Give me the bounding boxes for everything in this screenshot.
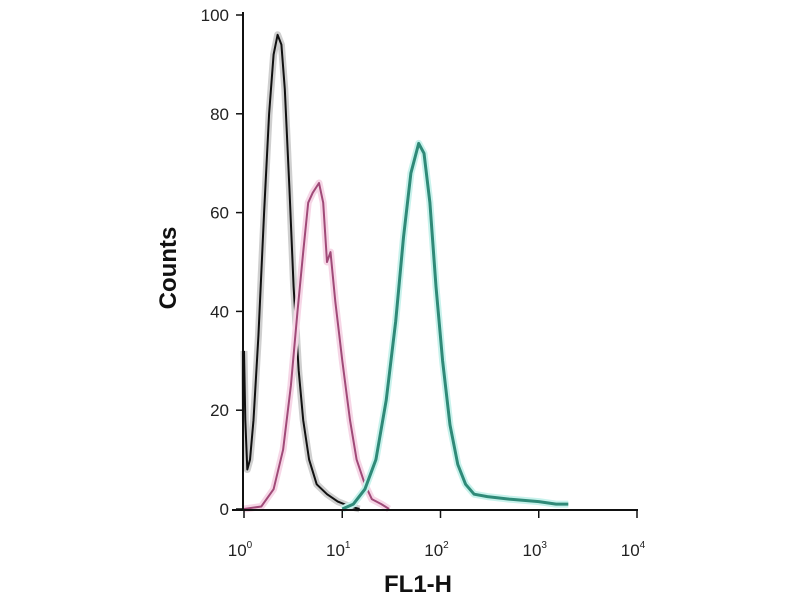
y-tick-label: 20 bbox=[210, 401, 229, 420]
x-tick-label: 101 bbox=[326, 540, 351, 560]
x-tick-exponent: 3 bbox=[541, 540, 547, 551]
x-tick-label: 100 bbox=[228, 540, 253, 560]
x-tick-exponent: 1 bbox=[345, 540, 351, 551]
y-tick-label: 100 bbox=[201, 6, 229, 25]
y-tick-label: 40 bbox=[210, 302, 229, 321]
series-1-line bbox=[243, 182, 390, 510]
x-tick-exponent: 4 bbox=[640, 540, 646, 551]
x-axis-label: FL1-H bbox=[384, 571, 452, 598]
x-tick-base: 10 bbox=[424, 541, 443, 560]
y-tick-label: 0 bbox=[220, 500, 229, 519]
y-axis-label: Counts bbox=[155, 227, 182, 310]
x-tick-base: 10 bbox=[326, 541, 345, 560]
series-layer bbox=[240, 31, 569, 513]
y-tick-label: 80 bbox=[210, 105, 229, 124]
series-0-line bbox=[243, 33, 360, 510]
x-tick-base: 10 bbox=[228, 541, 247, 560]
x-tick-label: 103 bbox=[523, 540, 548, 560]
x-tick-exponent: 2 bbox=[443, 540, 449, 551]
x-tick-base: 10 bbox=[523, 541, 542, 560]
series-2-line bbox=[341, 141, 569, 511]
x-tick-label: 102 bbox=[424, 540, 449, 560]
x-tick-label: 104 bbox=[621, 540, 646, 560]
x-tick-exponent: 0 bbox=[247, 540, 253, 551]
x-tick-base: 10 bbox=[621, 541, 640, 560]
y-tick-label: 60 bbox=[210, 204, 229, 223]
